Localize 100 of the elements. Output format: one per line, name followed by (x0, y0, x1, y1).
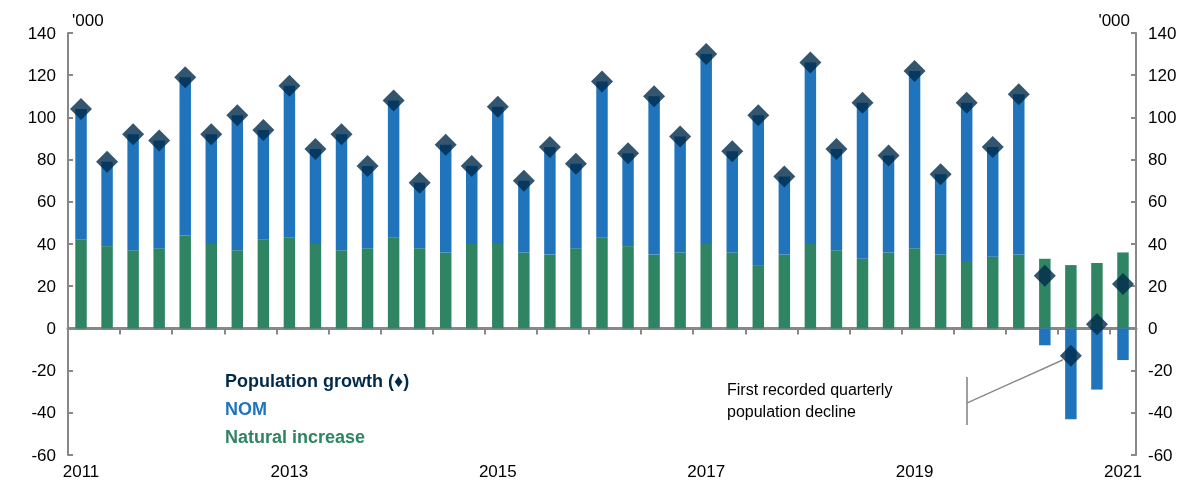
point (304, 138, 327, 161)
bar (622, 246, 634, 329)
y2-tick-label: -60 (1148, 445, 1173, 465)
y-tick-label: 140 (27, 23, 56, 43)
point (799, 51, 822, 74)
bar (1117, 328, 1129, 361)
point (903, 59, 926, 82)
y2-tick-label: 0 (1148, 318, 1158, 338)
y2-axis-title: '000 (1098, 11, 1130, 30)
point (1059, 344, 1082, 367)
bar (987, 256, 999, 329)
point (1111, 273, 1134, 296)
point (70, 97, 93, 120)
bar (439, 252, 452, 329)
y-tick-label: -40 (31, 403, 56, 423)
y-tick-label: -20 (31, 361, 56, 381)
point (356, 154, 379, 177)
annotation: First recorded quarterly population decline (727, 380, 897, 420)
point (408, 171, 431, 194)
y2-tick-label: 120 (1148, 65, 1177, 85)
point (617, 142, 640, 165)
point (695, 43, 718, 66)
bar (466, 244, 478, 329)
y2-tick-label: -40 (1148, 403, 1173, 423)
bar (570, 248, 582, 329)
bar (257, 239, 270, 329)
point (122, 123, 145, 146)
y2-tick-label: -20 (1148, 361, 1173, 381)
bar (1065, 265, 1077, 329)
text: NOM (225, 399, 267, 419)
bar (674, 252, 686, 329)
bar (283, 237, 296, 329)
bar (804, 244, 817, 329)
y2-tick-label: 60 (1148, 192, 1167, 212)
bar (752, 265, 765, 329)
text: Population growth (♦) (225, 371, 410, 391)
point (200, 123, 223, 146)
point (174, 66, 197, 89)
point (486, 95, 509, 118)
bar (830, 250, 843, 329)
y-tick-label: 80 (37, 150, 56, 170)
bar (648, 254, 660, 329)
point (512, 169, 535, 192)
y2-tick-label: 80 (1148, 150, 1167, 170)
y-tick-label: 0 (46, 318, 56, 338)
y-tick-label: -60 (31, 445, 56, 465)
y2-tick-label: 140 (1148, 23, 1177, 43)
y-tick-label: 120 (27, 65, 56, 85)
bar (153, 248, 165, 329)
x-tick-label: 2013 (270, 462, 309, 481)
point (929, 163, 952, 186)
point (226, 104, 249, 127)
bar (700, 244, 712, 329)
point (460, 154, 483, 177)
bar (387, 237, 400, 329)
x-tick-label: 2017 (687, 462, 726, 481)
bar (101, 246, 113, 329)
bar (1013, 254, 1025, 329)
point (877, 144, 900, 167)
point (1033, 264, 1056, 287)
point (148, 129, 171, 152)
point (382, 89, 405, 112)
bar (127, 250, 139, 329)
y-tick-label: 60 (37, 192, 56, 212)
bar (596, 237, 608, 329)
y-axis-title: '000 (72, 11, 104, 30)
y2-tick-label: 100 (1148, 107, 1177, 127)
y-tick-label: 100 (27, 107, 56, 127)
bar (361, 248, 374, 329)
y2-tick-label: 20 (1148, 276, 1167, 296)
x-tick-label: 2011 (62, 462, 100, 481)
point (825, 138, 848, 161)
point (538, 135, 561, 158)
x-tick-label: 2019 (895, 462, 934, 481)
bar (934, 254, 947, 329)
y-tick-label: 20 (37, 276, 56, 296)
point (955, 91, 978, 114)
bar (75, 239, 87, 329)
point (747, 104, 770, 127)
point (252, 119, 275, 142)
bar (778, 254, 791, 329)
point (669, 125, 692, 148)
y-tick-label: 40 (37, 234, 56, 254)
bar (335, 250, 348, 329)
bar (309, 244, 322, 329)
point (981, 135, 1004, 158)
point (773, 165, 796, 188)
point (330, 123, 353, 146)
bar (492, 244, 504, 329)
bar (882, 252, 895, 329)
point (643, 85, 666, 108)
x-tick-label: 2015 (478, 462, 517, 481)
y2-tick-label: 40 (1148, 234, 1167, 254)
bar (856, 258, 869, 329)
point (564, 152, 587, 175)
bar (179, 235, 191, 329)
point (434, 133, 457, 156)
bar (205, 244, 217, 329)
bar (231, 250, 244, 329)
point (591, 70, 613, 93)
